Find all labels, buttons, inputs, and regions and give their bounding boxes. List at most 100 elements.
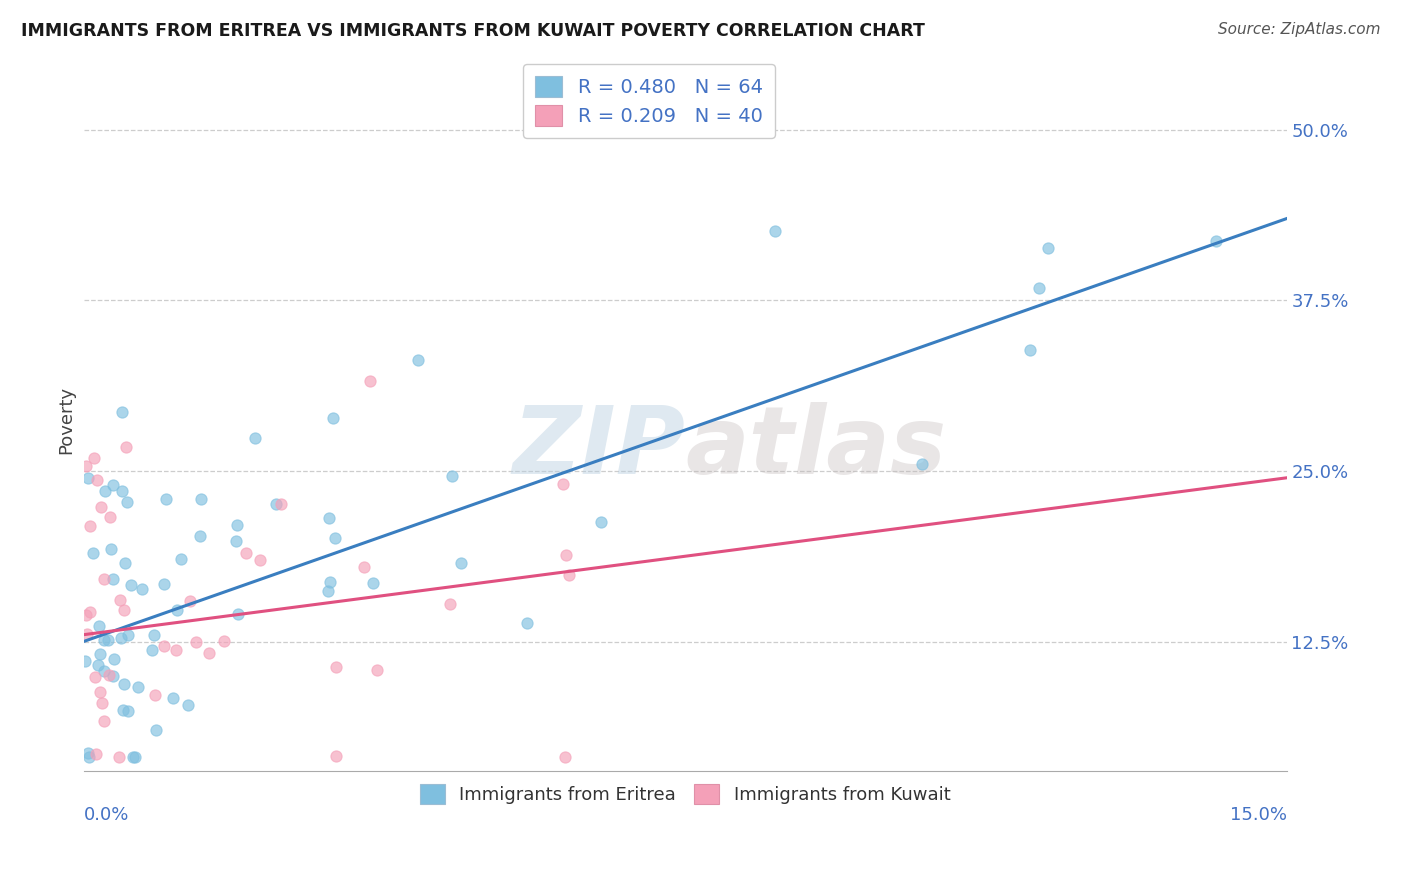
Legend: Immigrants from Eritrea, Immigrants from Kuwait: Immigrants from Eritrea, Immigrants from…	[412, 777, 957, 812]
Point	[318, 510, 340, 524]
Point	[77, 470, 100, 484]
Point	[143, 628, 166, 642]
Point	[110, 631, 132, 645]
Point	[353, 559, 375, 574]
Point	[108, 592, 131, 607]
Point	[131, 582, 153, 596]
Point	[186, 635, 208, 649]
Point	[169, 552, 191, 566]
Point	[264, 497, 287, 511]
Text: ZIP: ZIP	[512, 402, 685, 494]
Point	[87, 657, 110, 672]
Point	[190, 492, 212, 507]
Point	[359, 374, 381, 388]
Point	[322, 410, 344, 425]
Point	[97, 633, 120, 648]
Point	[79, 519, 101, 533]
Point	[551, 477, 574, 491]
Point	[270, 497, 292, 511]
Point	[226, 607, 249, 622]
Point	[245, 431, 267, 445]
Point	[117, 628, 139, 642]
Point	[83, 450, 105, 465]
Point	[77, 750, 100, 764]
Point	[763, 224, 786, 238]
Point	[120, 578, 142, 592]
Point	[122, 750, 145, 764]
Point	[198, 646, 221, 660]
Point	[225, 534, 247, 549]
Point	[141, 643, 163, 657]
Point	[75, 459, 97, 474]
Point	[450, 556, 472, 570]
Point	[152, 639, 174, 653]
Point	[162, 691, 184, 706]
Point	[93, 632, 115, 647]
Point	[226, 517, 249, 532]
Point	[84, 747, 107, 762]
Point	[111, 703, 134, 717]
Point	[1038, 241, 1060, 255]
Point	[165, 643, 187, 657]
Point	[79, 605, 101, 619]
Point	[82, 546, 104, 560]
Point	[325, 748, 347, 763]
Point	[589, 515, 612, 529]
Point	[439, 597, 461, 611]
Point	[325, 660, 347, 674]
Point	[93, 572, 115, 586]
Point	[112, 603, 135, 617]
Point	[212, 633, 235, 648]
Point	[94, 483, 117, 498]
Text: atlas: atlas	[685, 402, 946, 494]
Point	[554, 750, 576, 764]
Point	[555, 548, 578, 562]
Point	[145, 723, 167, 737]
Point	[1019, 343, 1042, 357]
Point	[179, 593, 201, 607]
Point	[103, 669, 125, 683]
Point	[103, 478, 125, 492]
Point	[911, 458, 934, 472]
Point	[143, 688, 166, 702]
Point	[235, 546, 257, 560]
Point	[111, 483, 134, 498]
Text: Source: ZipAtlas.com: Source: ZipAtlas.com	[1218, 22, 1381, 37]
Point	[103, 652, 125, 666]
Point	[97, 668, 120, 682]
Point	[86, 473, 108, 487]
Point	[90, 696, 112, 710]
Text: 15.0%: 15.0%	[1230, 806, 1286, 824]
Point	[89, 685, 111, 699]
Point	[77, 746, 100, 760]
Point	[90, 500, 112, 514]
Point	[188, 529, 211, 543]
Point	[177, 698, 200, 712]
Point	[75, 607, 97, 622]
Y-axis label: Poverty: Poverty	[58, 385, 75, 454]
Point	[153, 577, 176, 591]
Point	[101, 572, 124, 586]
Point	[75, 654, 97, 668]
Point	[1028, 281, 1050, 295]
Point	[114, 556, 136, 570]
Point	[124, 750, 146, 764]
Point	[1205, 234, 1227, 248]
Point	[441, 469, 464, 483]
Point	[76, 627, 98, 641]
Point	[83, 670, 105, 684]
Point	[93, 714, 115, 728]
Point	[115, 441, 138, 455]
Point	[363, 576, 385, 591]
Point	[87, 619, 110, 633]
Point	[166, 602, 188, 616]
Point	[406, 352, 429, 367]
Point	[558, 567, 581, 582]
Point	[366, 663, 388, 677]
Point	[112, 677, 135, 691]
Point	[117, 704, 139, 718]
Point	[107, 750, 129, 764]
Point	[93, 664, 115, 678]
Text: IMMIGRANTS FROM ERITREA VS IMMIGRANTS FROM KUWAIT POVERTY CORRELATION CHART: IMMIGRANTS FROM ERITREA VS IMMIGRANTS FR…	[21, 22, 925, 40]
Point	[319, 575, 342, 590]
